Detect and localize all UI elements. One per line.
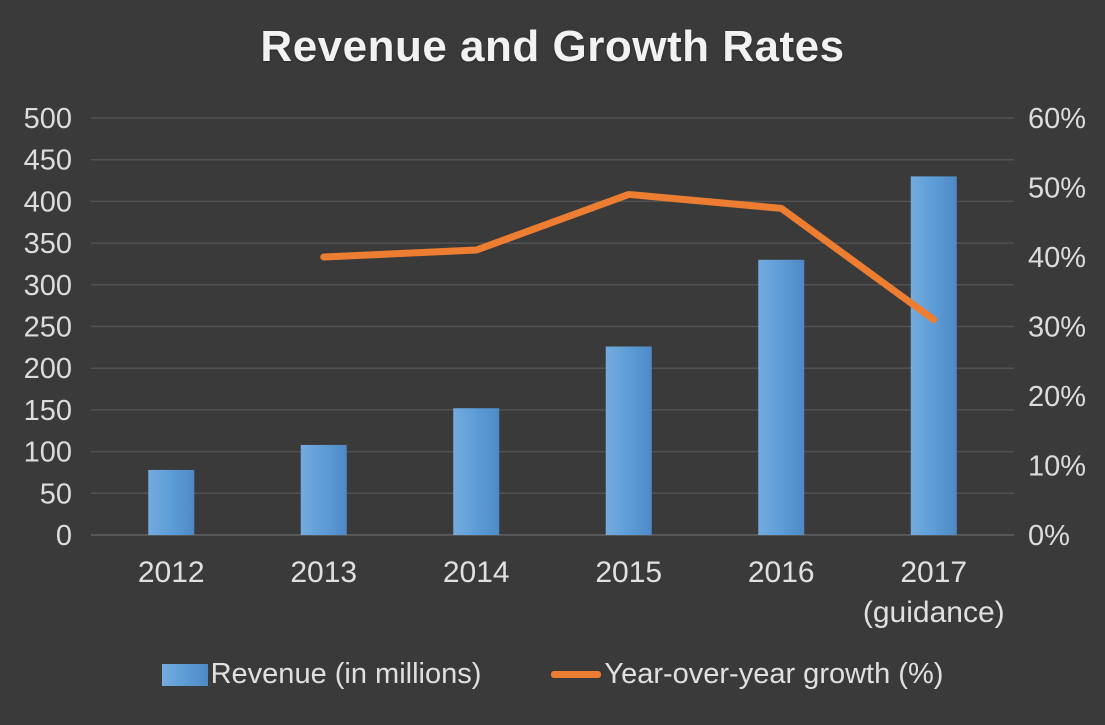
growth-legend-swatch (551, 671, 602, 678)
x-axis-label-2017: 2017 (900, 556, 967, 589)
x-axis-label-2015: 2015 (595, 556, 662, 589)
left-axis-tick-450: 450 (24, 145, 72, 177)
right-axis-tick-0pct: 0% (1028, 520, 1070, 552)
legend-item-growth: Year-over-year growth (%) (551, 658, 943, 691)
chart-legend: Revenue (in millions) Year-over-year gro… (0, 658, 1105, 691)
right-axis-tick-20pct: 20% (1028, 381, 1086, 413)
growth-line (320, 190, 938, 324)
revenue-legend-label: Revenue (in millions) (210, 658, 482, 690)
left-axis-tick-500: 500 (24, 103, 72, 135)
x-axis-label-2013: 2013 (290, 556, 357, 589)
right-axis-tick-40pct: 40% (1028, 242, 1086, 274)
x-axis-label-2012: 2012 (138, 556, 205, 589)
bar-2015 (605, 346, 652, 535)
left-axis-tick-400: 400 (24, 186, 72, 218)
bar-2014 (453, 408, 500, 535)
growth-legend-label: Year-over-year growth (%) (604, 658, 944, 690)
left-axis-tick-300: 300 (24, 270, 72, 302)
right-axis-tick-50pct: 50% (1028, 173, 1086, 205)
bar-2016 (758, 259, 805, 535)
x-axis-label-2016: 2016 (748, 556, 815, 589)
left-axis-tick-0: 0 (56, 520, 72, 552)
bar-2017 (910, 176, 957, 535)
left-axis-tick-150: 150 (24, 395, 72, 427)
left-axis-tick-100: 100 (24, 437, 72, 469)
bar-2013 (300, 444, 347, 535)
left-axis-tick-350: 350 (24, 228, 72, 260)
left-axis-tick-200: 200 (24, 353, 72, 385)
chart-title: Revenue and Growth Rates (260, 22, 845, 71)
left-axis-tick-50: 50 (40, 478, 72, 510)
right-axis-tick-10pct: 10% (1028, 451, 1086, 483)
bar-2012 (148, 469, 195, 535)
x-axis-label-2014: 2014 (443, 556, 510, 589)
right-axis-tick-30pct: 30% (1028, 312, 1086, 344)
right-axis-tick-60pct: 60% (1028, 103, 1086, 135)
x-axis-label-2017-sub: (guidance) (863, 596, 1005, 629)
legend-item-revenue: Revenue (in millions) (161, 658, 482, 691)
revenue-legend-swatch (161, 663, 208, 686)
left-axis-tick-250: 250 (24, 312, 72, 344)
